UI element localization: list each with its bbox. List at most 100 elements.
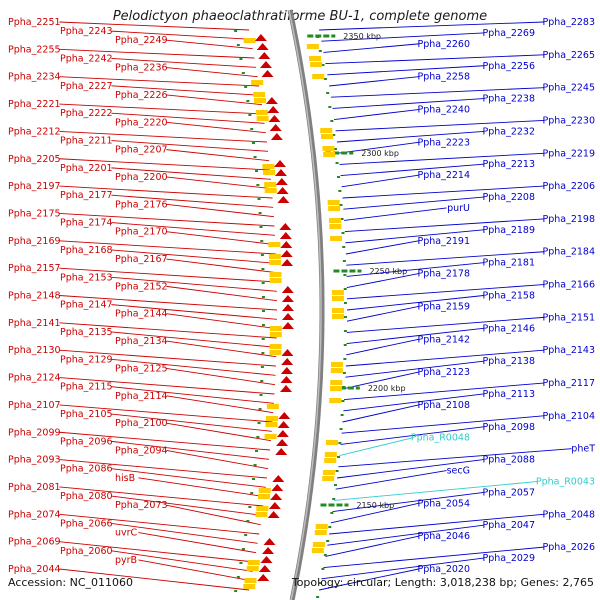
- gene-label-ppha_2100[interactable]: Ppha_2100: [115, 418, 168, 429]
- gene-label-ppha_2142[interactable]: Ppha_2142: [417, 334, 470, 345]
- gene-label-ppha_2191[interactable]: Ppha_2191: [417, 236, 470, 247]
- gene-label-ppha_2147[interactable]: Ppha_2147: [60, 300, 113, 311]
- gene-label-ppha_2115[interactable]: Ppha_2115: [60, 382, 113, 393]
- gene-label-ppha_2243[interactable]: Ppha_2243: [60, 26, 113, 37]
- gene-label-ppha_2152[interactable]: Ppha_2152: [115, 281, 168, 292]
- gene-label-ppha_2177[interactable]: Ppha_2177: [60, 190, 113, 201]
- gene-label-ppha_2151[interactable]: Ppha_2151: [542, 312, 595, 323]
- gene-label-ppha_2114[interactable]: Ppha_2114: [115, 391, 168, 402]
- gene-label-ppha_2214[interactable]: Ppha_2214: [417, 170, 470, 181]
- gene-label-ppha_2146[interactable]: Ppha_2146: [482, 323, 535, 334]
- gene-label-ppha_2260[interactable]: Ppha_2260: [417, 39, 470, 50]
- gene-label-ppha_2234[interactable]: Ppha_2234: [8, 72, 61, 83]
- gene-label-ppha_2104[interactable]: Ppha_2104: [542, 411, 595, 422]
- gene-label-ppha_2048[interactable]: Ppha_2048: [542, 509, 595, 520]
- gene-label-ppha_2081[interactable]: Ppha_2081: [8, 482, 61, 493]
- gene-label-ppha_2144[interactable]: Ppha_2144: [115, 309, 168, 320]
- gene-label-ppha_2074[interactable]: Ppha_2074: [8, 509, 61, 520]
- gene-label-ppha_2211[interactable]: Ppha_2211: [60, 136, 113, 147]
- gene-label-ppha_2201[interactable]: Ppha_2201: [60, 163, 113, 174]
- gene-label-ppha_2094[interactable]: Ppha_2094: [115, 445, 168, 456]
- gene-label-ppha_2189[interactable]: Ppha_2189: [482, 225, 535, 236]
- gene-label-ppha_2153[interactable]: Ppha_2153: [60, 272, 113, 283]
- gene-label-ppha_2143[interactable]: Ppha_2143: [542, 345, 595, 356]
- gene-label-ppha_2255[interactable]: Ppha_2255: [8, 44, 61, 55]
- gene-label-ppha_2069[interactable]: Ppha_2069: [8, 537, 61, 548]
- gene-label-ppha_2206[interactable]: Ppha_2206: [542, 181, 595, 192]
- gene-label-ppha_2044[interactable]: Ppha_2044: [8, 564, 61, 575]
- gene-label-ppha_2230[interactable]: Ppha_2230: [542, 115, 595, 126]
- gene-label-ppha_2242[interactable]: Ppha_2242: [60, 53, 113, 64]
- gene-label-ppha_2060[interactable]: Ppha_2060: [60, 546, 113, 557]
- gene-label-pyrb[interactable]: pyrB: [115, 555, 137, 566]
- gene-label-ppha_2197[interactable]: Ppha_2197: [8, 181, 61, 192]
- gene-label-ppha_2167[interactable]: Ppha_2167: [115, 254, 168, 265]
- gene-label-ppha_2157[interactable]: Ppha_2157: [8, 263, 61, 274]
- gene-label-ppha_2178[interactable]: Ppha_2178: [417, 269, 470, 280]
- gene-label-ppha_2170[interactable]: Ppha_2170: [115, 227, 168, 238]
- gene-label-ppha_2181[interactable]: Ppha_2181: [482, 258, 535, 269]
- gene-label-ppha_2251[interactable]: Ppha_2251: [8, 17, 61, 28]
- gene-label-ppha_2223[interactable]: Ppha_2223: [417, 137, 470, 148]
- gene-label-ppha_2086[interactable]: Ppha_2086: [60, 464, 113, 475]
- gene-label-uvrc[interactable]: uvrC: [115, 528, 138, 539]
- gene-label-ppha_2148[interactable]: Ppha_2148: [8, 291, 61, 302]
- gene-label-phet[interactable]: pheT: [571, 444, 595, 455]
- gene-label-ppha_2232[interactable]: Ppha_2232: [482, 126, 535, 137]
- gene-label-ppha_2124[interactable]: Ppha_2124: [8, 373, 61, 384]
- gene-label-ppha_2113[interactable]: Ppha_2113: [482, 389, 535, 400]
- gene-label-ppha_2073[interactable]: Ppha_2073: [115, 500, 168, 511]
- gene-label-ppha_2168[interactable]: Ppha_2168: [60, 245, 113, 256]
- gene-label-ppha_2158[interactable]: Ppha_2158: [482, 291, 535, 302]
- gene-label-ppha_2256[interactable]: Ppha_2256: [482, 61, 535, 72]
- gene-label-ppha_2098[interactable]: Ppha_2098: [482, 422, 535, 433]
- gene-label-ppha_2238[interactable]: Ppha_2238: [482, 94, 535, 105]
- gene-label-ppha_2249[interactable]: Ppha_2249: [115, 35, 168, 46]
- gene-label-ppha_2219[interactable]: Ppha_2219: [542, 148, 595, 159]
- gene-label-ppha_2159[interactable]: Ppha_2159: [417, 301, 470, 312]
- gene-label-ppha_2105[interactable]: Ppha_2105: [60, 409, 113, 420]
- gene-label-ppha_2054[interactable]: Ppha_2054: [417, 498, 470, 509]
- gene-label-ppha_2108[interactable]: Ppha_2108: [417, 400, 470, 411]
- gene-label-ppha_2026[interactable]: Ppha_2026: [542, 542, 595, 553]
- gene-label-ppha_2138[interactable]: Ppha_2138: [482, 356, 535, 367]
- gene-label-ppha_2221[interactable]: Ppha_2221: [8, 99, 61, 110]
- gene-label-ppha_2227[interactable]: Ppha_2227: [60, 81, 113, 92]
- gene-label-ppha_2208[interactable]: Ppha_2208: [482, 192, 535, 203]
- gene-label-ppha_2198[interactable]: Ppha_2198: [542, 214, 595, 225]
- gene-label-ppha_2174[interactable]: Ppha_2174: [60, 218, 113, 229]
- gene-label-ppha_2222[interactable]: Ppha_2222: [60, 108, 113, 119]
- gene-label-ppha_2220[interactable]: Ppha_2220: [115, 117, 168, 128]
- gene-label-ppha_2184[interactable]: Ppha_2184: [542, 247, 595, 258]
- gene-label-ppha_2258[interactable]: Ppha_2258: [417, 72, 470, 83]
- gene-label-ppha_2099[interactable]: Ppha_2099: [8, 427, 61, 438]
- gene-label-ppha_2046[interactable]: Ppha_2046: [417, 531, 470, 542]
- gene-label-ppha_2080[interactable]: Ppha_2080: [60, 491, 113, 502]
- gene-label-ppha_2096[interactable]: Ppha_2096: [60, 436, 113, 447]
- gene-label-ppha_2029[interactable]: Ppha_2029: [482, 553, 535, 564]
- gene-label-ppha_2269[interactable]: Ppha_2269: [482, 28, 535, 39]
- gene-label-ppha_2123[interactable]: Ppha_2123: [417, 367, 470, 378]
- gene-label-ppha_2207[interactable]: Ppha_2207: [115, 145, 168, 156]
- gene-label-ppha_2134[interactable]: Ppha_2134: [115, 336, 168, 347]
- gene-label-hisb[interactable]: hisB: [115, 473, 135, 484]
- gene-label-ppha_2245[interactable]: Ppha_2245: [542, 83, 595, 94]
- gene-label-ppha_2200[interactable]: Ppha_2200: [115, 172, 168, 183]
- gene-label-ppha_2212[interactable]: Ppha_2212: [8, 126, 61, 137]
- gene-label-ppha_2265[interactable]: Ppha_2265: [542, 50, 595, 61]
- gene-label-ppha_2205[interactable]: Ppha_2205: [8, 154, 61, 165]
- gene-label-ppha_2066[interactable]: Ppha_2066: [60, 518, 113, 529]
- gene-label-ppha_2020[interactable]: Ppha_2020: [417, 564, 470, 575]
- gene-label-ppha_2107[interactable]: Ppha_2107: [8, 400, 61, 411]
- gene-label-ppha_2166[interactable]: Ppha_2166: [542, 280, 595, 291]
- gene-label-ppha_2175[interactable]: Ppha_2175: [8, 208, 61, 219]
- gene-label-ppha_2129[interactable]: Ppha_2129: [60, 354, 113, 365]
- gene-label-ppha_r0048[interactable]: Ppha_R0048: [411, 433, 470, 444]
- gene-label-ppha_2213[interactable]: Ppha_2213: [482, 159, 535, 170]
- gene-label-ppha_2141[interactable]: Ppha_2141: [8, 318, 61, 329]
- gene-label-ppha_2125[interactable]: Ppha_2125: [115, 363, 168, 374]
- gene-label-secg[interactable]: secG: [447, 466, 470, 477]
- gene-label-ppha_2169[interactable]: Ppha_2169: [8, 236, 61, 247]
- gene-label-ppha_2236[interactable]: Ppha_2236: [115, 63, 168, 74]
- gene-label-ppha_2130[interactable]: Ppha_2130: [8, 345, 61, 356]
